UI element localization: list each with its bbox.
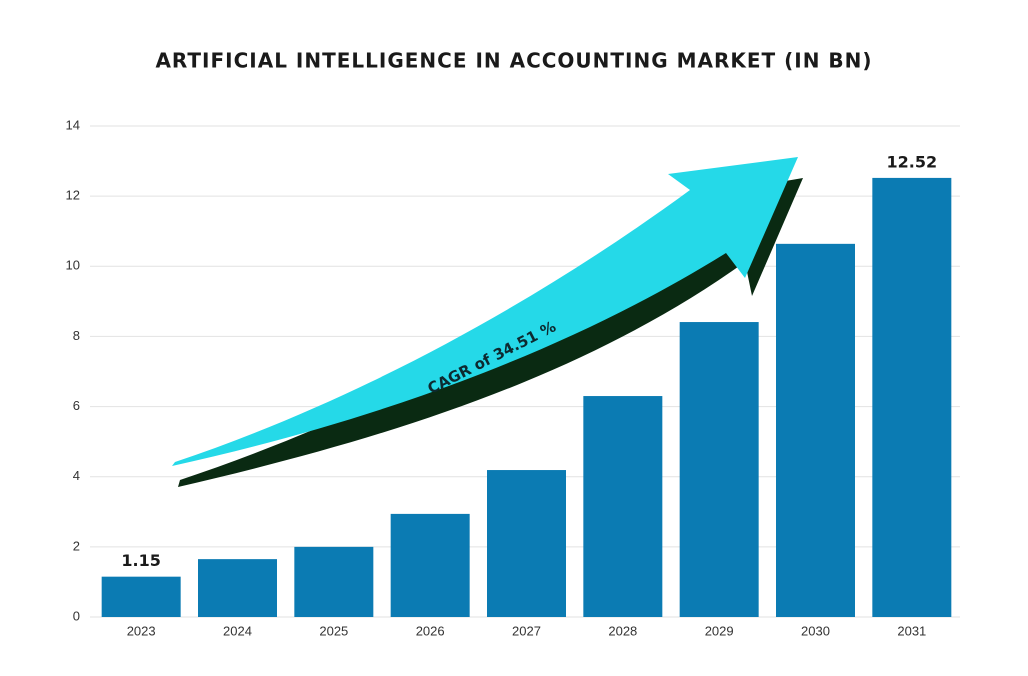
y-tick-label: 8 bbox=[73, 328, 80, 343]
bar bbox=[390, 513, 470, 617]
y-tick-label: 0 bbox=[73, 608, 80, 623]
bar bbox=[583, 396, 663, 617]
x-tick-label: 2031 bbox=[897, 623, 926, 638]
data-label: 1.15 bbox=[121, 551, 160, 570]
data-label: 12.52 bbox=[887, 152, 938, 171]
x-tick-label: 2028 bbox=[608, 623, 637, 638]
x-tick-label: 2026 bbox=[416, 623, 445, 638]
bar bbox=[679, 322, 759, 617]
y-tick-label: 2 bbox=[73, 538, 80, 553]
bar bbox=[487, 470, 566, 617]
x-tick-label: 2029 bbox=[705, 623, 734, 638]
y-tick-label: 14 bbox=[66, 117, 80, 132]
y-tick-label: 6 bbox=[73, 398, 80, 413]
bar bbox=[198, 559, 277, 617]
bar bbox=[294, 546, 374, 617]
arrow bbox=[172, 157, 798, 466]
bar bbox=[872, 177, 952, 618]
x-tick-label: 2025 bbox=[319, 623, 348, 638]
y-tick-label: 12 bbox=[66, 188, 80, 203]
bar bbox=[776, 243, 855, 617]
y-tick-label: 10 bbox=[66, 258, 80, 273]
plot-area: 0 2 4 6 8 10 12 14 2023 1.15 2024 2025 2026 2027 2028 2… bbox=[66, 117, 960, 638]
chart-title: ARTIFICIAL INTELLIGENCE IN ACCOUNTING MA… bbox=[155, 49, 872, 73]
x-tick-label: 2024 bbox=[223, 623, 252, 638]
bar bbox=[101, 576, 181, 617]
x-tick-label: 2030 bbox=[801, 623, 830, 638]
x-tick-label: 2023 bbox=[127, 623, 156, 638]
x-tick-label: 2027 bbox=[512, 623, 541, 638]
y-tick-label: 4 bbox=[73, 468, 80, 483]
